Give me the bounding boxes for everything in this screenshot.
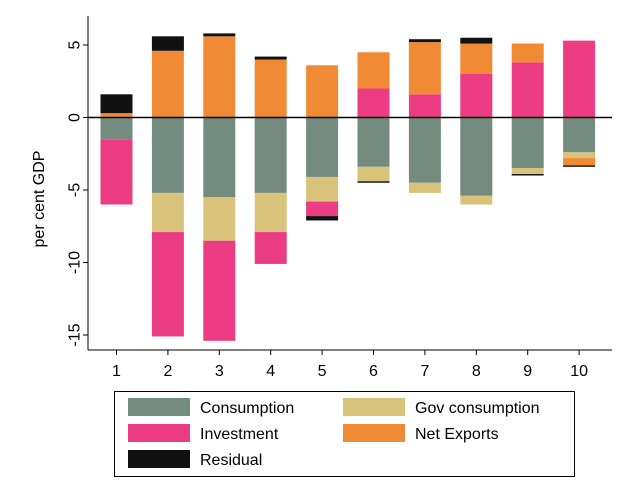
bars-group <box>100 33 596 341</box>
legend-swatch-net-exports <box>343 424 405 442</box>
bar-segment-net-exports-8 <box>460 43 493 74</box>
bar-segment-gov-consumption-8 <box>460 195 493 205</box>
bar-segment-net-exports-3 <box>203 36 236 118</box>
bar-segment-net-exports-7 <box>408 42 441 95</box>
bar-segment-consumption-7 <box>408 117 441 183</box>
bar-segment-consumption-2 <box>151 117 184 193</box>
bar-segment-gov-consumption-7 <box>408 182 441 193</box>
y-tick-label: -5 <box>67 183 84 197</box>
bar-segment-investment-4 <box>254 232 287 264</box>
x-tick-label: 2 <box>163 363 172 380</box>
bar-segment-net-exports-1 <box>100 113 133 118</box>
legend-label-net-exports: Net Exports <box>415 426 499 443</box>
bar-segment-investment-2 <box>151 232 184 337</box>
bar-segment-investment-8 <box>460 74 493 118</box>
bar-segment-residual-5 <box>306 216 339 221</box>
bar-segment-gov-consumption-9 <box>511 168 544 175</box>
bar-segment-gov-consumption-2 <box>151 192 184 233</box>
bar-segment-gov-consumption-6 <box>357 166 390 182</box>
y-tick-label: -10 <box>67 251 84 274</box>
y-axis-title: per cent GDP <box>31 151 48 248</box>
bar-segment-consumption-9 <box>511 117 544 169</box>
x-tick-label: 4 <box>266 363 275 380</box>
bar-segment-consumption-8 <box>460 117 493 196</box>
bar-segment-gov-consumption-3 <box>203 197 236 241</box>
legend: Consumption Gov consumption Investment Net … <box>114 391 575 477</box>
legend-label-consumption: Consumption <box>200 400 294 417</box>
bar-segment-residual-7 <box>408 39 441 43</box>
y-tick-label: 0 <box>67 113 84 122</box>
bar-segment-consumption-4 <box>254 117 287 193</box>
bar-segment-consumption-5 <box>306 117 339 177</box>
bar-segment-investment-3 <box>203 240 236 341</box>
bar-segment-residual-1 <box>100 94 133 114</box>
bar-segment-residual-2 <box>151 36 184 51</box>
bar-segment-consumption-1 <box>100 117 133 140</box>
legend-label-residual: Residual <box>200 452 262 469</box>
x-tick-label: 7 <box>420 363 429 380</box>
bar-segment-investment-1 <box>100 139 133 205</box>
bar-segment-net-exports-2 <box>151 50 184 118</box>
bar-segment-gov-consumption-10 <box>563 152 596 159</box>
bar-segment-investment-10 <box>563 40 596 118</box>
bar-segment-residual-8 <box>460 37 493 44</box>
legend-swatch-investment <box>128 424 190 442</box>
legend-label-gov-consumption: Gov consumption <box>415 400 540 417</box>
bar-segment-net-exports-10 <box>563 158 596 166</box>
bar-segment-consumption-3 <box>203 117 236 198</box>
bar-segment-consumption-6 <box>357 117 390 167</box>
legend-label-investment: Investment <box>200 426 279 443</box>
bar-segment-gov-consumption-5 <box>306 176 339 202</box>
x-tick-label: 10 <box>570 363 588 380</box>
x-tick-label: 9 <box>523 363 532 380</box>
x-tick-label: 6 <box>369 363 378 380</box>
x-tick-label: 5 <box>318 363 327 380</box>
bar-segment-residual-10 <box>563 165 596 167</box>
bar-segment-residual-9 <box>511 174 544 176</box>
bar-segment-net-exports-9 <box>511 43 544 63</box>
bar-segment-investment-6 <box>357 88 390 118</box>
bar-segment-residual-6 <box>357 181 390 183</box>
bar-segment-investment-7 <box>408 94 441 118</box>
y-tick-label: -15 <box>67 323 84 346</box>
x-tick-label: 3 <box>215 363 224 380</box>
legend-swatch-gov-consumption <box>343 398 405 416</box>
y-tick-label: 5 <box>67 40 84 49</box>
legend-swatch-consumption <box>128 398 190 416</box>
bar-segment-residual-3 <box>203 33 236 37</box>
bar-segment-net-exports-6 <box>357 52 390 89</box>
bar-segment-net-exports-4 <box>254 59 287 118</box>
bar-segment-investment-9 <box>511 62 544 118</box>
x-tick-label: 1 <box>112 363 121 380</box>
bar-segment-net-exports-5 <box>306 65 339 118</box>
bar-segment-residual-4 <box>254 56 287 60</box>
axes-group: 5 0 -5 -10 -15 1 2 3 4 5 6 7 8 9 10 <box>67 16 612 380</box>
bar-segment-investment-5 <box>306 201 339 217</box>
bar-segment-consumption-10 <box>563 117 596 153</box>
bar-segment-gov-consumption-4 <box>254 192 287 233</box>
x-tick-label: 8 <box>472 363 481 380</box>
legend-swatch-residual <box>128 450 190 468</box>
